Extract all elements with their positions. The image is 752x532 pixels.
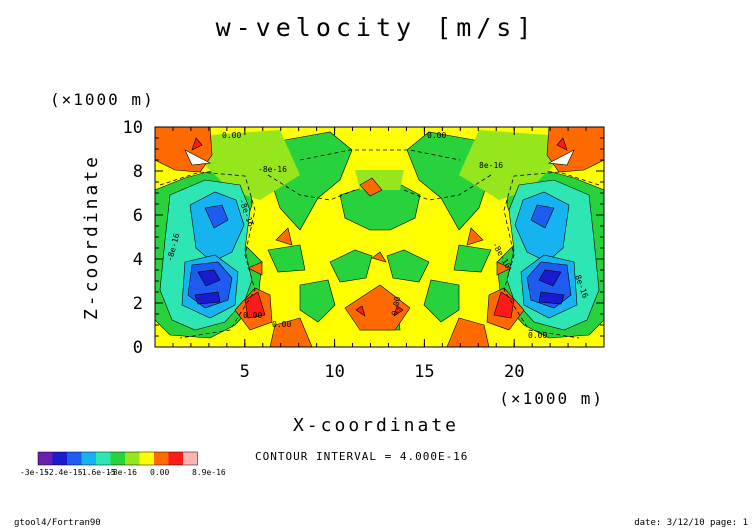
footer-right: date: 3/12/10 page: 1 — [634, 518, 748, 528]
colorbar-swatch — [125, 452, 140, 465]
x-axis-ticks: 5 10 15 20 — [240, 127, 524, 382]
y-tick-label: 0 — [133, 338, 143, 358]
x-tick-label: 5 — [240, 362, 250, 382]
colorbar-swatch — [38, 452, 53, 465]
y-tick-label: 8 — [133, 162, 143, 182]
x-tick-label: 10 — [324, 362, 344, 382]
contour-label: 0.00 — [528, 331, 547, 340]
colorbar-swatch — [154, 452, 169, 465]
x-axis-unit: (×1000 m) — [499, 389, 604, 408]
colorbar-swatch — [183, 452, 198, 465]
contour-label: 0.00 — [390, 296, 402, 317]
contour-label: 0.00 — [427, 131, 446, 140]
colorbar-tick-label: 8.9e-16 — [192, 468, 226, 477]
y-tick-label: 10 — [123, 118, 143, 138]
y-axis-label: Z-coordinate — [81, 154, 102, 320]
colorbar-tick-label: -1.6e-15 — [77, 468, 116, 477]
footer-left: gtool4/Fortran90 — [14, 518, 101, 528]
y-axis-ticks: 0 2 4 6 8 10 — [123, 118, 604, 358]
contour-label: 0.00 — [272, 320, 291, 329]
contour-label: 0.00 — [243, 311, 262, 320]
colorbar-tick-label: -8e-16 — [108, 468, 137, 477]
contour-field — [155, 127, 604, 347]
colorbar-tick-label: -2.4e-15 — [44, 468, 83, 477]
colorbar-swatch — [96, 452, 111, 465]
contour-interval: CONTOUR INTERVAL = 4.000E-16 — [255, 450, 468, 463]
contour-label: 8e-16 — [479, 161, 503, 170]
colorbar-swatch — [52, 452, 67, 465]
colorbar-tick-label: -3e-15 — [20, 468, 49, 477]
colorbar-frame — [37, 451, 198, 466]
contour-label: 0.00 — [222, 131, 241, 140]
colorbar-labels: -3e-15-2.4e-15-1.6e-15-8e-16 0.00 8.9e-16 — [20, 468, 226, 477]
y-axis-unit: (×1000 m) — [50, 90, 155, 109]
y-tick-label: 4 — [133, 250, 143, 270]
colorbar-swatch — [139, 452, 154, 465]
colorbar-swatch — [110, 452, 125, 465]
y-tick-label: 2 — [133, 294, 143, 314]
x-axis-label: X-coordinate — [293, 415, 459, 436]
colorbar-swatch — [81, 452, 96, 465]
x-tick-label: 20 — [504, 362, 524, 382]
y-tick-label: 6 — [133, 206, 143, 226]
colorbar — [37, 451, 198, 466]
x-tick-label: 15 — [414, 362, 434, 382]
colorbar-swatch — [67, 452, 82, 465]
colorbar-tick-label: 0.00 — [150, 468, 169, 477]
contour-label: -8e-16 — [258, 165, 287, 174]
frame-ticks — [154, 126, 605, 348]
chart-title: w-velocity [m/s] — [216, 13, 537, 42]
colorbar-swatch — [168, 452, 183, 465]
